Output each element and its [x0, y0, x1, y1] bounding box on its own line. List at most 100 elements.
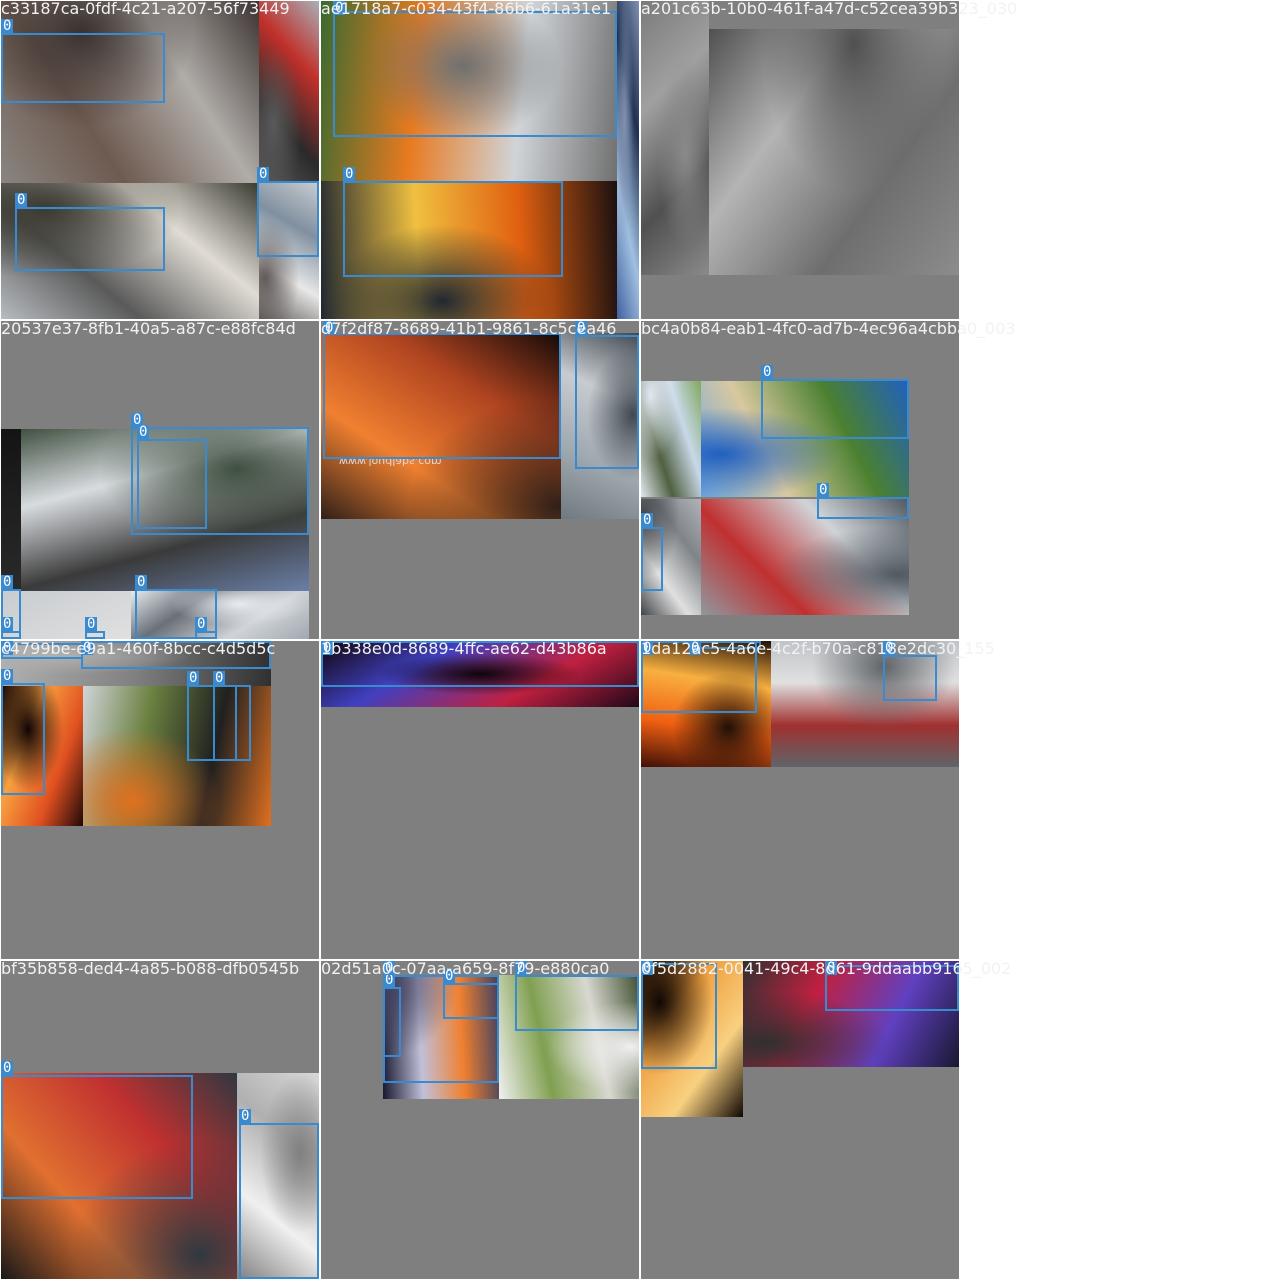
detection-label: 0: [81, 641, 94, 656]
detection-label: 0: [761, 364, 774, 380]
detection-label: 0: [825, 961, 838, 976]
gas-station-truck-fire-image: [321, 1, 617, 181]
detection-box: [343, 181, 563, 277]
house-fire-night-image: [383, 975, 499, 1099]
tile-filename-label: 1b338e0d-8689-4ffc-ae62-d43b86a: [321, 640, 607, 658]
detection-label: 0: [343, 166, 356, 182]
detection-box: [85, 631, 105, 639]
detection-label: 0: [1, 616, 14, 632]
tile-filename-label: bc4a0b84-eab1-4fc0-ad7b-4ec96a4cbba0_003: [641, 320, 1016, 338]
tile-filename-label: c4799be-e9a1-460f-8bcc-c4d5d5c: [1, 640, 276, 658]
detection-label: 0: [1, 18, 14, 34]
detection-box: [383, 975, 499, 1083]
mosaic-tile: 0 0 0: [1, 1, 319, 319]
foggy-building-image: [237, 1073, 319, 1279]
fire-house-smoke-image: [1, 1, 259, 183]
tile-filename-label: ae1718a7-c034-43f4-86b6-61a31e1: [321, 0, 612, 18]
detection-box: [187, 685, 237, 761]
detection-box: [817, 497, 909, 519]
mosaic-tile: 0: [321, 641, 639, 959]
detection-box: [239, 1123, 319, 1279]
house-smoke-day-image: [1, 183, 259, 319]
detection-box: [213, 685, 251, 761]
hillside-houses-smoke-image: [499, 975, 639, 1099]
detection-label: 0: [383, 972, 396, 988]
tile-filename-label: 1da12ac5-4a6e-4c2f-b70a-c818e2dc30_155: [641, 640, 995, 658]
detection-box: [443, 983, 499, 1019]
detection-label: 0: [575, 321, 588, 336]
street-fire-smoke-image: [21, 429, 309, 591]
tile-filename-label: 02d51a0c-07aa-a659-8f79-e880ca0: [321, 960, 610, 978]
pale-strip-left-image: [1, 591, 131, 639]
detection-label: 0: [817, 482, 830, 498]
mosaic-tile: 0 0 0: [641, 641, 959, 959]
detection-label: 0: [137, 424, 150, 440]
detection-label: 0: [187, 670, 200, 686]
detection-label: 0: [239, 1108, 252, 1124]
firefighters-night-image: [743, 961, 959, 1067]
apartment-fire-image: [83, 686, 271, 826]
detection-box: [257, 181, 319, 257]
house-siding-image: [259, 183, 319, 319]
tile-filename-label: a201c63b-10b0-461f-a47d-c52cea39b323_030: [641, 0, 1018, 18]
detection-label: 0: [689, 641, 702, 656]
detection-box: [195, 631, 217, 639]
detection-box: [1, 683, 45, 795]
detection-box: [333, 11, 617, 137]
flames-close-image: [641, 961, 743, 1117]
night-fire-trucks-image: [1, 1073, 237, 1279]
detection-label: 0: [15, 192, 28, 208]
tile-filename-label: bf35b858-ded4-4a85-b088-dfb0545b: [1, 960, 300, 978]
detection-label: 0: [195, 616, 208, 632]
storefront-sidewalk-image: [771, 641, 959, 767]
tile-filename-label: d7f2df87-8689-41b1-9861-8c5cea46: [321, 320, 617, 338]
detection-box: [15, 207, 165, 271]
detection-box: [1, 1075, 193, 1199]
detection-box: [323, 333, 561, 459]
detection-label: 0: [883, 641, 896, 656]
detection-label: 0: [383, 961, 396, 976]
detection-label: 0: [1, 574, 14, 590]
detection-label: 0: [333, 1, 346, 16]
mosaic-tile: [641, 1, 959, 319]
top-strip-image: [1, 641, 271, 686]
detection-label: 0: [641, 512, 654, 528]
detection-box: [883, 655, 937, 701]
detection-label: 0: [131, 412, 144, 428]
detection-box: [641, 527, 663, 591]
detection-box: [135, 589, 217, 639]
rural-fire-fence-image: [701, 381, 909, 497]
detection-label: 0: [213, 670, 226, 686]
dark-strip-image: [1, 429, 21, 591]
detection-box: [1, 631, 21, 639]
detection-box: [761, 379, 909, 439]
utility-pole-street-image: [641, 1, 709, 275]
detection-label: 0: [1, 641, 14, 656]
detection-label: 0: [1, 1060, 14, 1076]
vertical-strip-blue-image: [617, 1, 639, 319]
detection-label: 0: [515, 961, 528, 976]
detection-label: 0: [85, 616, 98, 632]
detection-box: [515, 975, 639, 1031]
detection-label: 0: [641, 641, 654, 656]
detection-label: 0: [321, 641, 334, 656]
detection-label: 0: [323, 321, 336, 336]
night-fire-street-sign-image: [321, 181, 617, 319]
forest-fire-night-image: [321, 333, 561, 519]
building-blaze-image: [641, 641, 771, 767]
detection-box: [1, 33, 165, 103]
detection-box: [137, 439, 207, 529]
detection-box: [575, 335, 639, 469]
smoke-buildings-image: [131, 591, 309, 639]
gas-station-gray-image: [709, 29, 959, 275]
detection-label: 0: [257, 166, 270, 182]
mosaic-tile: 0 0 0: [641, 321, 959, 639]
mosaic-tile: www.loudlabs.com 0 0: [321, 321, 639, 639]
detection-label: 0: [1, 668, 14, 684]
tile-filename-label: 0f5d2882-0041-49c4-8d61-9ddaabb9165_002: [641, 960, 1012, 978]
